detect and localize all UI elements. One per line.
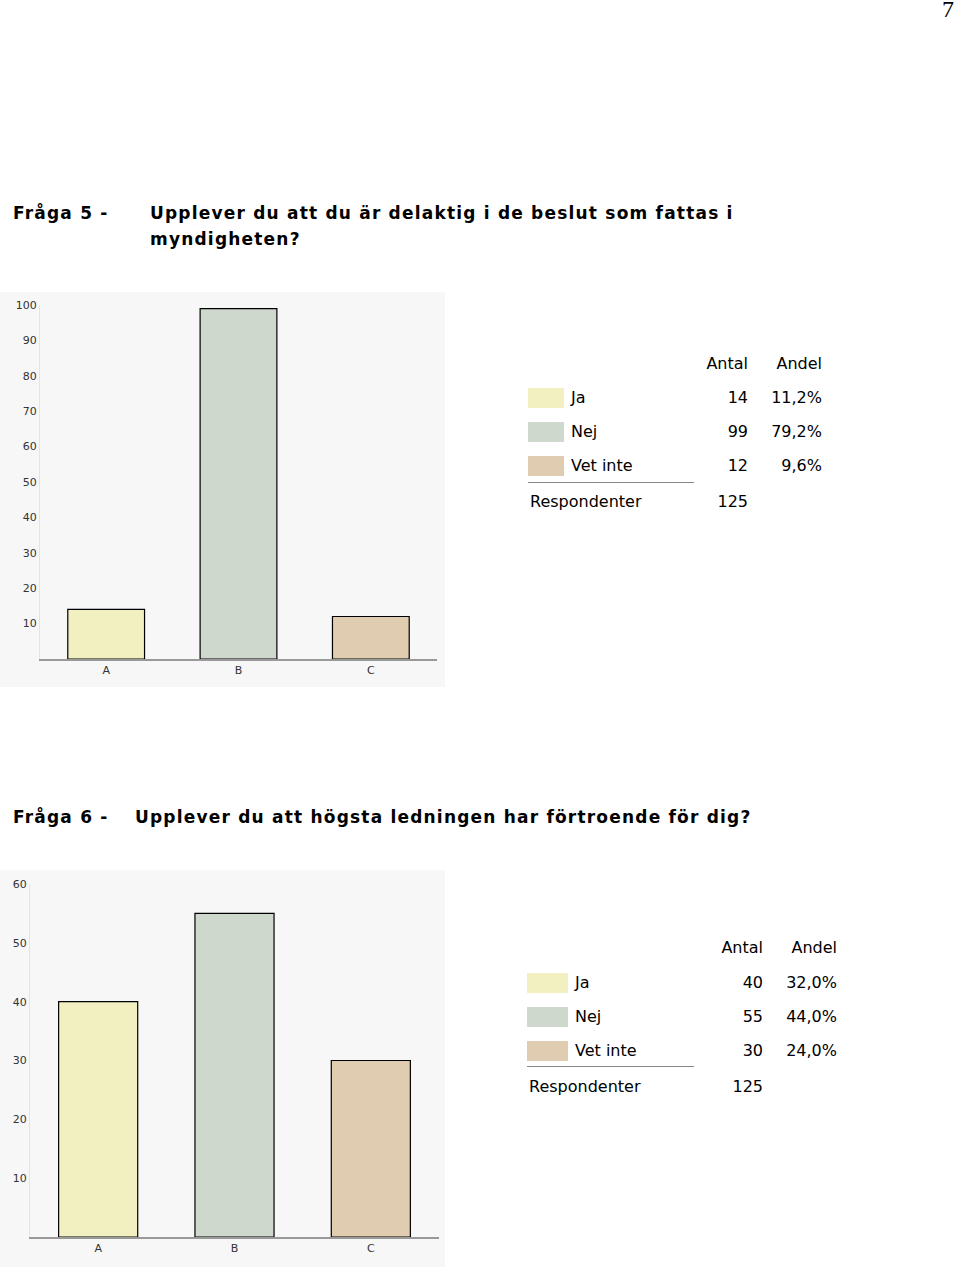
html-text:Fråga 6 -: Fråga 6 - <box>13 807 109 827</box>
svg-text:B: B <box>231 1242 239 1255</box>
svg-text:60: 60 <box>23 440 37 453</box>
html-text:125: 125 <box>732 1077 763 1096</box>
svg-text:30: 30 <box>23 547 37 560</box>
html-text:79,2%: 79,2% <box>771 422 822 441</box>
svg-text:90: 90 <box>23 334 37 347</box>
svg-text:10: 10 <box>23 617 37 630</box>
html-text:Respondenter: Respondenter <box>530 492 642 511</box>
svg-text:80: 80 <box>23 370 37 383</box>
html-text:Vet inte: Vet inte <box>575 1041 637 1060</box>
svg-text:40: 40 <box>23 511 37 524</box>
html-text:Upplever du att du är delaktig: Upplever du att du är delaktig i de besl… <box>150 203 734 249</box>
svg-text:60: 60 <box>13 878 27 891</box>
svg-text:100: 100 <box>16 299 37 312</box>
html-text:14: 14 <box>727 388 748 407</box>
html-text:Andel: Andel <box>791 938 837 957</box>
html-text:Nej: Nej <box>575 1007 602 1026</box>
html-text:32,0%: 32,0% <box>786 973 837 992</box>
svg-text:70: 70 <box>23 405 37 418</box>
svg-text:20: 20 <box>13 1113 27 1126</box>
html-text:55: 55 <box>742 1007 763 1026</box>
svg-text:A: A <box>102 664 110 677</box>
html-text:Antal: Antal <box>721 938 763 957</box>
html-text:24,0%: 24,0% <box>786 1041 837 1060</box>
html-text:99: 99 <box>727 422 748 441</box>
html-text:11,2%: 11,2% <box>771 388 822 407</box>
html-text:Ja: Ja <box>575 973 590 992</box>
svg-text:40: 40 <box>13 996 27 1009</box>
html-text:Vet inte: Vet inte <box>571 456 633 475</box>
svg-text:30: 30 <box>13 1054 27 1067</box>
svg-text:50: 50 <box>23 476 37 489</box>
html-text:Ja: Ja <box>571 388 586 407</box>
svg-text:B: B <box>235 664 243 677</box>
html-text:12: 12 <box>727 456 748 475</box>
svg-text:50: 50 <box>13 937 27 950</box>
svg-text:20: 20 <box>23 582 37 595</box>
html-text:30: 30 <box>742 1041 763 1060</box>
html-text:Andel: Andel <box>776 354 822 373</box>
svg-text:C: C <box>367 664 375 677</box>
html-text:Nej: Nej <box>571 422 598 441</box>
html-text:44,0%: 44,0% <box>786 1007 837 1026</box>
html-text:Upplever du att högsta ledning: Upplever du att högsta ledningen har för… <box>135 807 752 827</box>
html-text:Fråga 5 -: Fråga 5 - <box>13 203 109 223</box>
html-text:125: 125 <box>717 492 748 511</box>
html-text:Respondenter: Respondenter <box>529 1077 641 1096</box>
svg-text:10: 10 <box>13 1172 27 1185</box>
svg-text:C: C <box>367 1242 375 1255</box>
html-text:Antal: Antal <box>706 354 748 373</box>
html-text:9,6%: 9,6% <box>781 456 822 475</box>
html-text:40: 40 <box>742 973 763 992</box>
svg-text:A: A <box>94 1242 102 1255</box>
